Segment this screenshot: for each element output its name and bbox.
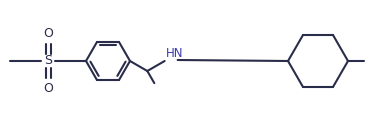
Text: S: S <box>44 54 52 68</box>
Text: O: O <box>43 82 53 95</box>
Text: O: O <box>43 27 53 40</box>
Text: HN: HN <box>166 47 183 60</box>
